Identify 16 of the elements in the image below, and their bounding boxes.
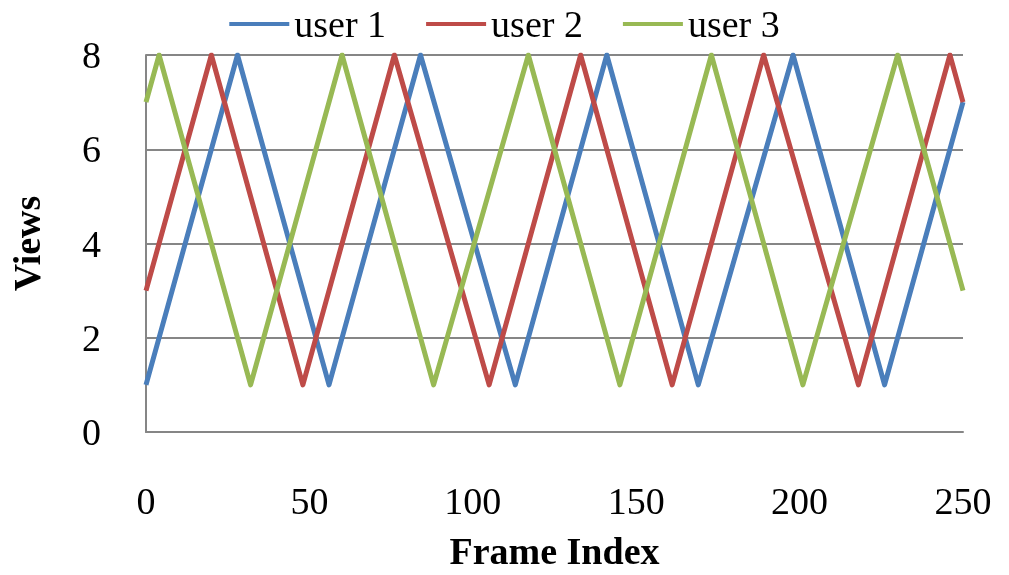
x-tick-label: 150	[607, 480, 665, 522]
y-tick-label: 8	[82, 34, 101, 76]
x-tick-label: 100	[444, 480, 502, 522]
y-axis-title: Views	[6, 195, 48, 292]
legend-label: user 3	[687, 3, 780, 45]
x-tick-label: 200	[771, 480, 829, 522]
x-axis-title: Frame Index	[449, 530, 660, 572]
x-tick-label: 50	[290, 480, 329, 522]
x-tick-label: 250	[934, 480, 992, 522]
legend-label: user 2	[491, 3, 583, 45]
legend-label: user 1	[294, 3, 387, 45]
x-tick-label: 0	[136, 480, 156, 522]
y-tick-label: 2	[82, 316, 101, 359]
y-tick-label: 6	[82, 128, 101, 171]
y-tick-label: 0	[82, 411, 101, 453]
y-tick-label: 4	[82, 222, 101, 265]
